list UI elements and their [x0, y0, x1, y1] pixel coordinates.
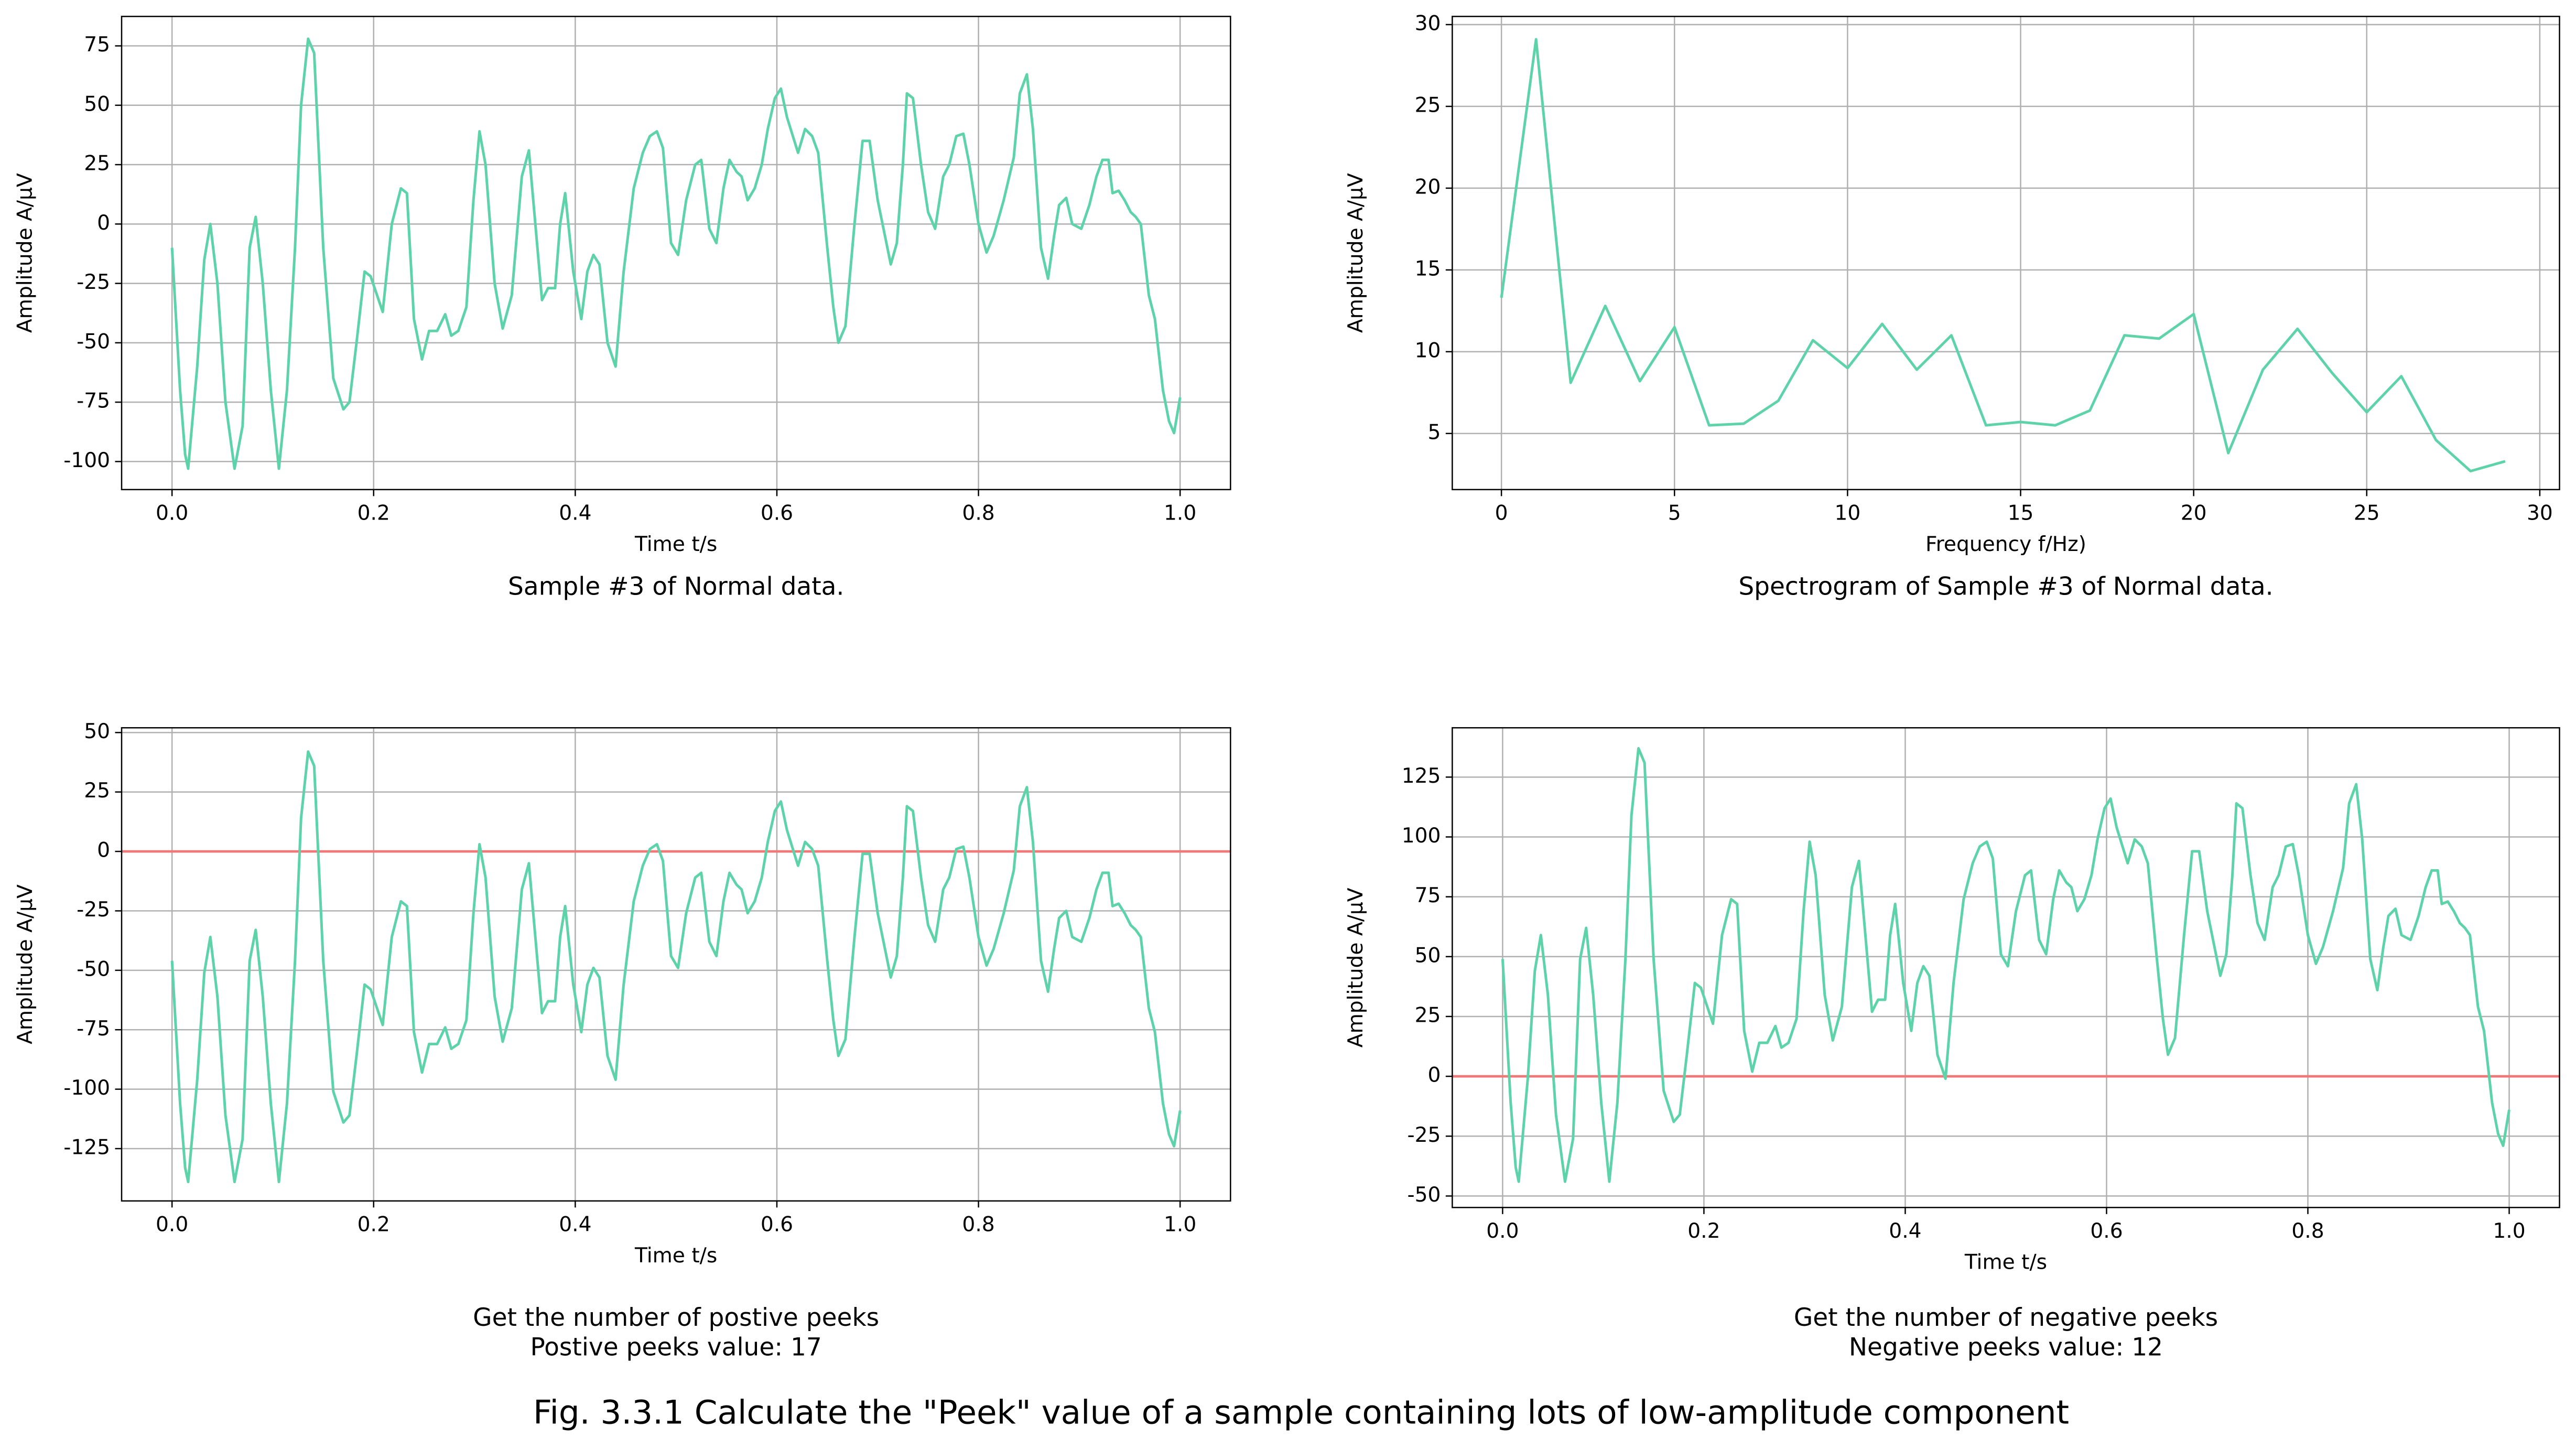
y-tick-label: 25 — [1415, 93, 1441, 117]
x-tick-label: 0.4 — [1889, 1219, 1921, 1243]
plot-frame — [121, 16, 1231, 491]
y-tick-label: 30 — [1415, 12, 1441, 35]
x-tick-label: 10 — [1834, 501, 1860, 525]
panel-caption: Negative peeks value: 12 — [1849, 1333, 2163, 1361]
x-tick-label: 5 — [1668, 501, 1681, 525]
x-tick-label: 0.2 — [358, 1213, 390, 1236]
data-line — [1500, 38, 2506, 473]
y-tick-label: -125 — [63, 1136, 110, 1160]
y-tick-label: 20 — [1415, 175, 1441, 199]
x-tick-label: 1.0 — [1164, 1213, 1196, 1236]
x-tick-label: 15 — [2008, 501, 2034, 525]
y-axis-label: Amplitude A/μV — [14, 884, 37, 1044]
x-tick-label: 0.2 — [358, 501, 390, 525]
x-tick-label: 0.0 — [1486, 1219, 1519, 1243]
x-tick-label: 0.4 — [559, 1213, 591, 1236]
x-tick-label: 25 — [2354, 501, 2380, 525]
y-tick-label: 0 — [97, 839, 110, 862]
plot-frame — [121, 727, 1231, 1202]
x-tick-label: 0 — [1495, 501, 1508, 525]
data-line — [170, 750, 1182, 1184]
x-tick-label: 0.2 — [1687, 1219, 1720, 1243]
y-tick-label: 0 — [1428, 1064, 1441, 1087]
y-axis-label: Amplitude A/μV — [14, 173, 37, 333]
x-tick-label: 0.8 — [962, 1213, 994, 1236]
y-tick-label: -50 — [1407, 1183, 1441, 1207]
plot-frame — [1452, 16, 2560, 491]
y-tick-label: 125 — [1402, 764, 1441, 788]
y-tick-label: -25 — [77, 898, 110, 922]
y-tick-label: 25 — [84, 152, 110, 176]
y-tick-label: -100 — [63, 1076, 110, 1100]
y-tick-label: -75 — [77, 390, 110, 413]
y-tick-label: 25 — [1415, 1003, 1441, 1027]
y-tick-label: 25 — [84, 779, 110, 803]
x-tick-label: 0.4 — [559, 501, 591, 525]
x-axis-label: Time t/s — [1964, 1250, 2047, 1274]
y-tick-label: 0 — [97, 211, 110, 235]
y-axis-label: Amplitude A/μV — [1344, 173, 1368, 333]
x-tick-label: 1.0 — [2493, 1219, 2525, 1243]
y-tick-label: 50 — [84, 92, 110, 116]
x-axis-label: Frequency f/Hz) — [1925, 533, 2086, 556]
y-tick-label: 50 — [84, 720, 110, 743]
data-line — [1501, 747, 2511, 1183]
x-tick-label: 0.6 — [761, 1213, 793, 1236]
panel-caption: Spectrogram of Sample #3 of Normal data. — [1738, 572, 2273, 601]
y-tick-label: 75 — [84, 33, 110, 57]
y-tick-label: -75 — [77, 1017, 110, 1041]
y-tick-label: 100 — [1402, 824, 1441, 848]
panel-caption: Get the number of negative peeks — [1794, 1303, 2218, 1332]
x-axis-label: Time t/s — [634, 533, 717, 556]
x-axis-label: Time t/s — [634, 1244, 717, 1268]
x-tick-label: 0.6 — [761, 501, 793, 525]
x-tick-label: 0.6 — [2090, 1219, 2123, 1243]
x-tick-label: 20 — [2181, 501, 2207, 525]
y-tick-label: -25 — [1407, 1123, 1441, 1147]
x-tick-label: 0.8 — [962, 501, 994, 525]
y-tick-label: 5 — [1428, 420, 1441, 444]
x-tick-label: 0.0 — [156, 501, 188, 525]
x-tick-label: 0.0 — [156, 1213, 188, 1236]
x-tick-label: 1.0 — [1164, 501, 1196, 525]
y-tick-label: -100 — [63, 449, 110, 472]
y-tick-label: 50 — [1415, 944, 1441, 967]
x-tick-label: 30 — [2527, 501, 2553, 525]
panel-caption: Sample #3 of Normal data. — [508, 572, 844, 601]
panel-caption: Get the number of postive peeks — [473, 1303, 879, 1332]
plot-frame — [1452, 727, 2560, 1208]
x-tick-label: 0.8 — [2291, 1219, 2324, 1243]
panel-caption: Postive peeks value: 17 — [530, 1333, 821, 1361]
y-tick-label: -50 — [77, 330, 110, 353]
y-axis-label: Amplitude A/μV — [1344, 888, 1368, 1047]
y-tick-label: -50 — [77, 957, 110, 981]
figure-caption: Fig. 3.3.1 Calculate the "Peek" value of… — [533, 1393, 2069, 1431]
data-line — [170, 37, 1182, 470]
y-tick-label: 10 — [1415, 339, 1441, 362]
y-tick-label: 15 — [1415, 257, 1441, 280]
y-tick-label: 75 — [1415, 884, 1441, 907]
y-tick-label: -25 — [77, 271, 110, 294]
